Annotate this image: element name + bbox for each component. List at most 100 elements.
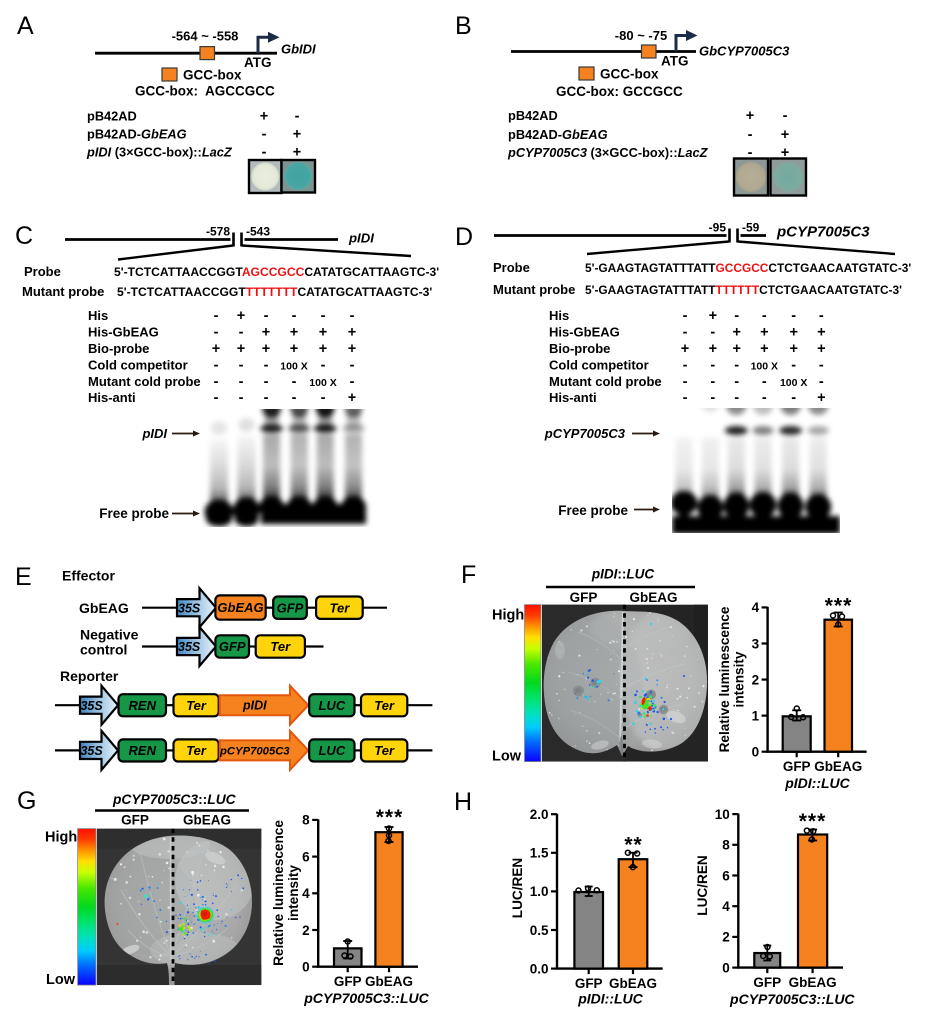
svg-text:100 X: 100 X xyxy=(280,360,307,372)
svg-text:-: - xyxy=(350,308,355,324)
svg-text:G: G xyxy=(17,787,36,815)
svg-text:GFP: GFP xyxy=(121,813,149,828)
svg-text:pCYP7005C3::LUC: pCYP7005C3::LUC xyxy=(303,990,429,1006)
svg-text:+: + xyxy=(760,325,768,341)
svg-text:GFP: GFP xyxy=(334,974,362,989)
svg-text:5'-TCTCATTAACCGGTAGCCGCCCATATG: 5'-TCTCATTAACCGGTAGCCGCCCATATGCATTAAGTC-… xyxy=(114,265,439,279)
svg-text:GbEAG: GbEAG xyxy=(79,600,129,616)
svg-text:GFP: GFP xyxy=(753,975,781,990)
svg-text:Low: Low xyxy=(492,749,522,765)
svg-text:+: + xyxy=(746,108,754,124)
svg-text:-: - xyxy=(734,357,739,373)
svg-text:E: E xyxy=(15,563,32,591)
svg-text:+: + xyxy=(732,325,740,341)
svg-text:intensity: intensity xyxy=(732,651,747,707)
svg-text:pIDI::LUC: pIDI::LUC xyxy=(784,775,850,791)
svg-text:intensity: intensity xyxy=(286,865,301,921)
svg-text:35S: 35S xyxy=(178,640,201,654)
svg-text:High: High xyxy=(492,608,524,624)
svg-text:Mutant probe: Mutant probe xyxy=(493,282,575,297)
svg-text:100 X: 100 X xyxy=(309,377,336,389)
svg-text:GFP: GFP xyxy=(277,600,304,615)
svg-text:F: F xyxy=(461,561,476,589)
svg-text:***: *** xyxy=(825,595,853,618)
svg-text:Effector: Effector xyxy=(62,568,115,584)
svg-text:pB42AD: pB42AD xyxy=(508,108,558,123)
svg-text:pCYP7005C3: pCYP7005C3 xyxy=(544,426,626,441)
svg-text:His: His xyxy=(88,308,108,323)
svg-text:-: - xyxy=(783,108,788,124)
svg-text:-95: -95 xyxy=(709,221,727,235)
svg-text:+: + xyxy=(817,325,825,341)
svg-text:GbCYP7005C3: GbCYP7005C3 xyxy=(699,44,790,59)
svg-text:-: - xyxy=(214,374,219,390)
svg-text:-: - xyxy=(239,357,244,373)
svg-text:LUC/REN: LUC/REN xyxy=(695,855,710,915)
svg-text:-: - xyxy=(748,127,753,143)
svg-text:pIDI: pIDI xyxy=(242,699,267,713)
svg-text:-: - xyxy=(292,390,297,406)
svg-text:pB42AD-GbEAG: pB42AD-GbEAG xyxy=(87,127,187,142)
svg-text:0.0: 0.0 xyxy=(530,961,549,976)
svg-text:8: 8 xyxy=(302,813,310,828)
svg-text:+: + xyxy=(212,341,220,357)
svg-text:-: - xyxy=(321,357,326,373)
svg-text:4: 4 xyxy=(752,600,760,615)
svg-text:8: 8 xyxy=(722,838,730,853)
svg-text:Negative: Negative xyxy=(80,627,139,643)
svg-text:GbEAG: GbEAG xyxy=(789,975,837,990)
svg-text:GFP: GFP xyxy=(783,759,811,774)
svg-text:D: D xyxy=(455,223,473,251)
svg-text:+: + xyxy=(781,127,789,143)
svg-text:1.0: 1.0 xyxy=(530,884,549,899)
svg-text:+: + xyxy=(817,390,825,406)
svg-text:Reporter: Reporter xyxy=(60,668,119,684)
svg-text:-: - xyxy=(819,374,824,390)
svg-text:-: - xyxy=(683,325,688,341)
svg-text:+: + xyxy=(348,325,356,341)
svg-text:Ter: Ter xyxy=(330,600,351,615)
svg-text:2: 2 xyxy=(752,672,760,687)
svg-text:-: - xyxy=(239,374,244,390)
svg-text:-: - xyxy=(262,127,267,143)
svg-text:His-anti: His-anti xyxy=(549,390,597,405)
svg-text:LUC: LUC xyxy=(318,698,345,713)
svg-text:-: - xyxy=(264,374,269,390)
svg-text:Probe: Probe xyxy=(493,260,530,275)
svg-text:-: - xyxy=(264,308,269,324)
svg-text:Ter: Ter xyxy=(374,743,395,758)
svg-text:LUC: LUC xyxy=(318,743,345,758)
svg-text:-: - xyxy=(292,308,297,324)
svg-text:100 X: 100 X xyxy=(780,377,807,389)
svg-text:Ter: Ter xyxy=(186,743,207,758)
svg-text:+: + xyxy=(262,341,270,357)
svg-text:GbEAG: GbEAG xyxy=(217,600,263,615)
svg-text:***: *** xyxy=(376,806,404,829)
svg-text:Mutant cold probe: Mutant cold probe xyxy=(549,374,662,389)
svg-text:-: - xyxy=(214,390,219,406)
svg-text:ATG: ATG xyxy=(661,54,689,69)
svg-text:-: - xyxy=(734,374,739,390)
svg-text:-59: -59 xyxy=(742,221,760,235)
svg-text:-: - xyxy=(683,390,688,406)
svg-text:-: - xyxy=(710,325,715,341)
svg-text:-: - xyxy=(819,357,824,373)
svg-text:3: 3 xyxy=(752,636,760,651)
svg-text:Cold competitor: Cold competitor xyxy=(549,357,649,372)
svg-text:+: + xyxy=(290,341,298,357)
svg-text:Ter: Ter xyxy=(374,698,395,713)
svg-text:-: - xyxy=(350,374,355,390)
svg-text:-: - xyxy=(214,325,219,341)
svg-text:-: - xyxy=(734,390,739,406)
svg-text:2: 2 xyxy=(722,930,730,945)
svg-text:+: + xyxy=(709,308,717,324)
svg-text:10: 10 xyxy=(715,807,730,822)
svg-text:+: + xyxy=(681,341,689,357)
svg-text:6: 6 xyxy=(302,849,310,864)
svg-text:pIDI: pIDI xyxy=(141,426,167,441)
svg-text:GCC-box: AGCCGCC: GCC-box: AGCCGCC xyxy=(135,84,275,99)
svg-text:GbEAG: GbEAG xyxy=(365,974,413,989)
svg-text:-: - xyxy=(295,109,300,125)
svg-text:-: - xyxy=(791,308,796,324)
svg-text:Probe: Probe xyxy=(24,264,61,279)
